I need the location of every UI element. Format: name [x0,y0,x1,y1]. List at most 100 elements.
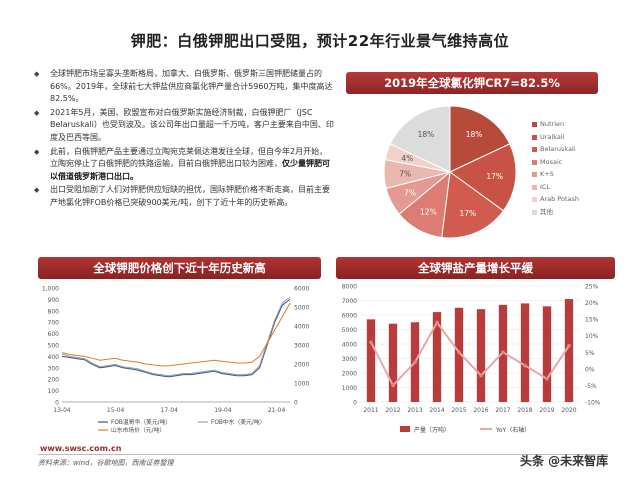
pie-value-label: 18% [418,130,435,139]
legend-label: Uralkali [540,132,565,141]
y-left-tick-label: 100 [48,388,60,395]
y-left-tick-label: 200 [48,377,60,384]
bullet-item: 出口受阻加剧了人们对钾肥供应短缺的担忧，国际钾肥价格不断走高，目前主要产地氯化钾… [34,184,334,209]
yoy-point [501,350,505,355]
y-right-tick-label: 20% [585,300,599,307]
y-left-tick-label: 6000 [342,313,357,320]
pie-slice [449,143,517,212]
pie-legend-item: Belaruskali [532,143,579,156]
pie-legend-item: Nutrien [532,118,579,131]
footer-source: 资料来源：wind，谷歌地图，西南证券整理 [38,459,174,467]
y-right-tick-label: 4000 [294,324,309,331]
x-tick-label: 13-04 [53,407,71,414]
pie-value-label: 7% [399,169,411,178]
brand-watermark: 头条 @未来智库 [520,454,609,468]
y-left-tick-label: 300 [48,365,60,372]
legend-label: 产量（万吨） [414,426,450,434]
yoy-line [370,320,570,388]
y-left-tick-label: 800 [48,308,60,315]
pie-value-label: 18% [466,130,483,139]
x-tick-label: 2017 [495,407,510,414]
y-right-tick-label: 5% [585,350,595,357]
y-right-tick-label: 6000 [294,286,309,293]
x-tick-label: 2012 [385,407,400,414]
y-left-tick-label: 2000 [342,371,357,378]
x-tick-label: 17-04 [161,407,179,414]
pie-chart-title: 2019年全球氯化钾CR7=82.5% [346,72,598,94]
y-right-tick-label: 0 [294,400,298,407]
footer-url[interactable]: www.swsc.com.cn [40,444,122,453]
yoy-point [545,377,549,381]
pie-value-label: 7% [404,188,416,197]
yoy-point [523,363,527,368]
x-tick-label: 2011 [363,407,378,414]
y-left-tick-label: 900 [48,297,60,304]
y-right-tick-label: 10% [585,333,599,340]
y-left-tick-label: 400 [48,354,60,361]
y-left-tick-label: 1000 [342,385,357,392]
bullet-item: 此前，白俄钾肥产品主要通过立陶宛克莱佩达港发往全球，但自今年2月开始，立陶宛停止… [34,146,334,184]
legend-label: 山东市场价（元/吨） [111,426,165,434]
bar [520,303,530,402]
pie-legend-item: Arab Potash [532,193,579,206]
y-left-tick-label: 8000 [342,284,357,291]
legend-label: Nutrien [540,120,565,128]
line-chart: 0 100 200 300 400 500 600 700 800 900 1,000 0 1000 20… [42,286,310,435]
y-right-tick-label: -5% [585,383,597,390]
x-tick-label: 2019 [539,407,554,414]
pie-value-label: 17% [459,209,476,218]
x-tick-label: 2014 [429,407,444,414]
pie-value-label: 12% [420,207,437,216]
highlight-text: 仅少量钾肥可以借道俄罗斯港口出口。 [50,159,330,181]
line-series [61,302,291,367]
legend-label: Arab Potash [540,195,579,203]
legend-label: Mosaic [540,157,563,166]
y-right-tick-label: 1000 [294,381,309,388]
bullet-item: 2021年5月，美国、欧盟宣布对白俄罗斯实施经济制裁，白俄钾肥厂（JSC Bel… [34,107,334,145]
y-left-tick-label: 3000 [342,356,357,363]
bullet-list: 全球钾肥市场呈寡头垄断格局，加拿大、白俄罗斯、俄罗斯三国钾肥储量占的66%。20… [34,68,334,211]
y-left-tick-label: 1,000 [42,286,59,293]
y-right-tick-label: -10% [585,400,601,407]
pie-value-label: 4% [401,154,413,163]
bar [542,306,552,402]
y-right-tick-label: 2000 [294,362,309,369]
bar-chart-title: 全球钾盐产量增长平缓 [336,257,615,279]
legend-swatch [532,172,537,177]
pie-slice [449,105,511,173]
y-left-tick-label: 700 [48,320,60,327]
bar [454,307,464,402]
bar [476,309,486,402]
legend-label: FOB温哥华（美元/吨） [111,418,171,426]
pie-legend-item: Mosaic [532,156,579,169]
legend-swatch [532,184,537,190]
x-tick-label: 2020 [561,407,576,414]
yoy-point [369,340,373,345]
legend-swatch [532,122,537,127]
legend-swatch [532,147,537,152]
pie-value-label: 17% [486,172,503,181]
yoy-point [567,343,571,348]
x-tick-label: 2018 [517,407,532,414]
pie-legend-item: ICL [532,181,579,194]
bar-chart: 0 1000 2000 3000 4000 5000 6000 7000 8000 -10% -5%… [342,284,601,435]
y-left-tick-label: 5000 [342,327,357,334]
legend-swatch [532,159,537,165]
legend-label: ICL [540,182,551,191]
x-tick-label: 19-04 [214,407,232,414]
yoy-point [413,360,417,365]
pie-legend-item: K+S [532,168,579,181]
line-series [61,296,291,377]
bar [432,312,442,402]
yoy-point [435,320,439,325]
x-tick-label: 21-04 [268,407,286,414]
pie-legend: Nutrien Uralkali Belaruskali Mosaic K+S ICL Ar… [532,118,579,218]
legend-label: 其他 [540,207,553,216]
y-right-tick-label: 25% [585,284,599,291]
bar [564,299,574,402]
pie-slice [389,105,451,173]
line-series [61,298,291,378]
legend-swatch [532,197,537,202]
footer-divider [38,454,608,455]
x-tick-label: 2015 [451,407,466,414]
